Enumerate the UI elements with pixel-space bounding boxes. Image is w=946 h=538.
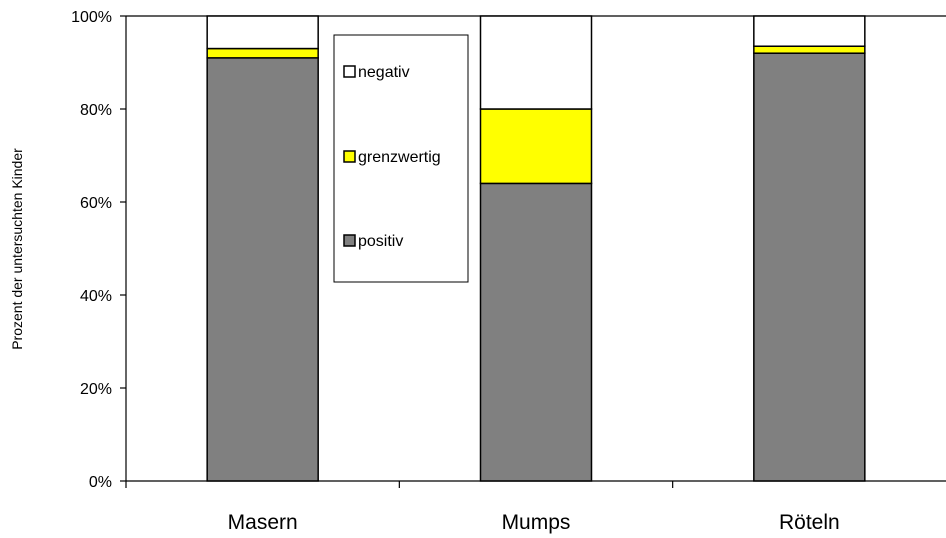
bar-segment-positiv bbox=[479, 182, 593, 482]
bar-segment-grenzwertig bbox=[479, 108, 593, 185]
y-tick-label: 0% bbox=[89, 474, 112, 491]
legend-label-grenzwertig: grenzwertig bbox=[358, 149, 441, 166]
x-category-label: Mumps bbox=[502, 511, 571, 534]
y-tick-label: 80% bbox=[80, 102, 112, 119]
bar-segment-negativ bbox=[479, 15, 593, 110]
bar-segment-positiv bbox=[753, 52, 866, 482]
legend-swatch-grenzwertig bbox=[343, 150, 356, 163]
y-tick-label: 60% bbox=[80, 195, 112, 212]
y-tick-label: 40% bbox=[80, 288, 112, 305]
legend-swatch-positiv bbox=[343, 234, 356, 247]
bar-segment-grenzwertig bbox=[753, 45, 866, 54]
legend-swatch-negativ bbox=[343, 65, 356, 78]
x-category-label: Röteln bbox=[779, 511, 840, 534]
legend-box bbox=[333, 34, 469, 283]
y-tick-label: 100% bbox=[71, 9, 112, 26]
bar-segment-positiv bbox=[206, 57, 319, 482]
legend-label-negativ: negativ bbox=[358, 64, 410, 81]
y-axis-label: Prozent der untersuchten Kinder bbox=[9, 148, 25, 350]
legend-label-positiv: positiv bbox=[358, 233, 403, 250]
x-category-label: Masern bbox=[228, 511, 298, 534]
y-tick-label: 20% bbox=[80, 381, 112, 398]
plot-area: 0% 20% 40% 60% 80% 100% Masern Mumps Röteln bbox=[71, 9, 946, 534]
bar-segment-grenzwertig bbox=[206, 47, 319, 59]
legend: negativ grenzwertig positiv bbox=[333, 34, 469, 283]
bar-segment-negativ bbox=[753, 15, 866, 47]
bar-segment-negativ bbox=[206, 15, 319, 50]
